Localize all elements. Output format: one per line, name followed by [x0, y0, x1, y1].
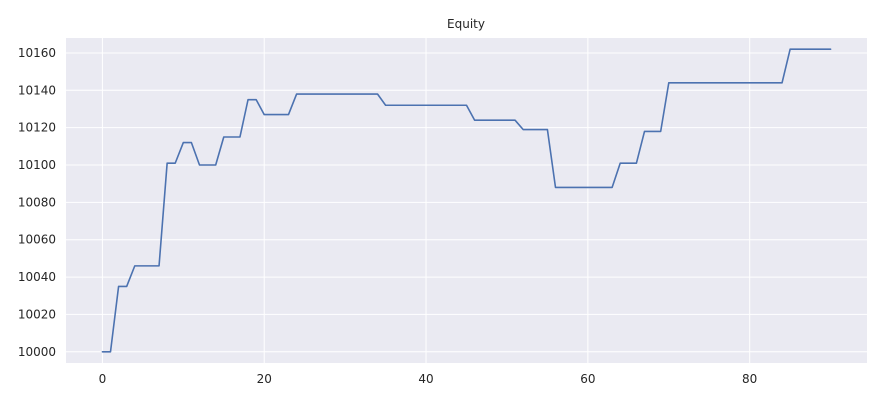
y-tick-label: 10000	[18, 345, 56, 359]
y-axis-ticks: 10000 10020 10040 10060 10080 10100 10120 10140…	[18, 46, 56, 359]
y-tick-label: 10140	[18, 83, 56, 97]
y-tick-label: 10160	[18, 46, 56, 60]
gridlines	[66, 38, 867, 363]
chart-title: Equity	[447, 17, 485, 31]
series-group	[101, 48, 832, 353]
x-axis-ticks: 0 20 40 60 80	[99, 372, 758, 386]
y-tick-label: 10040	[18, 270, 56, 284]
y-tick-label: 10100	[18, 158, 56, 172]
y-tick-label: 10120	[18, 121, 56, 135]
y-tick-label: 10020	[18, 307, 56, 321]
x-tick-label: 20	[257, 372, 272, 386]
x-tick-label: 0	[99, 372, 107, 386]
equity-line	[101, 48, 832, 353]
x-tick-label: 40	[418, 372, 433, 386]
x-tick-label: 80	[742, 372, 757, 386]
plot-background	[66, 38, 867, 363]
y-tick-label: 10060	[18, 233, 56, 247]
y-tick-label: 10080	[18, 195, 56, 209]
x-tick-label: 60	[580, 372, 595, 386]
